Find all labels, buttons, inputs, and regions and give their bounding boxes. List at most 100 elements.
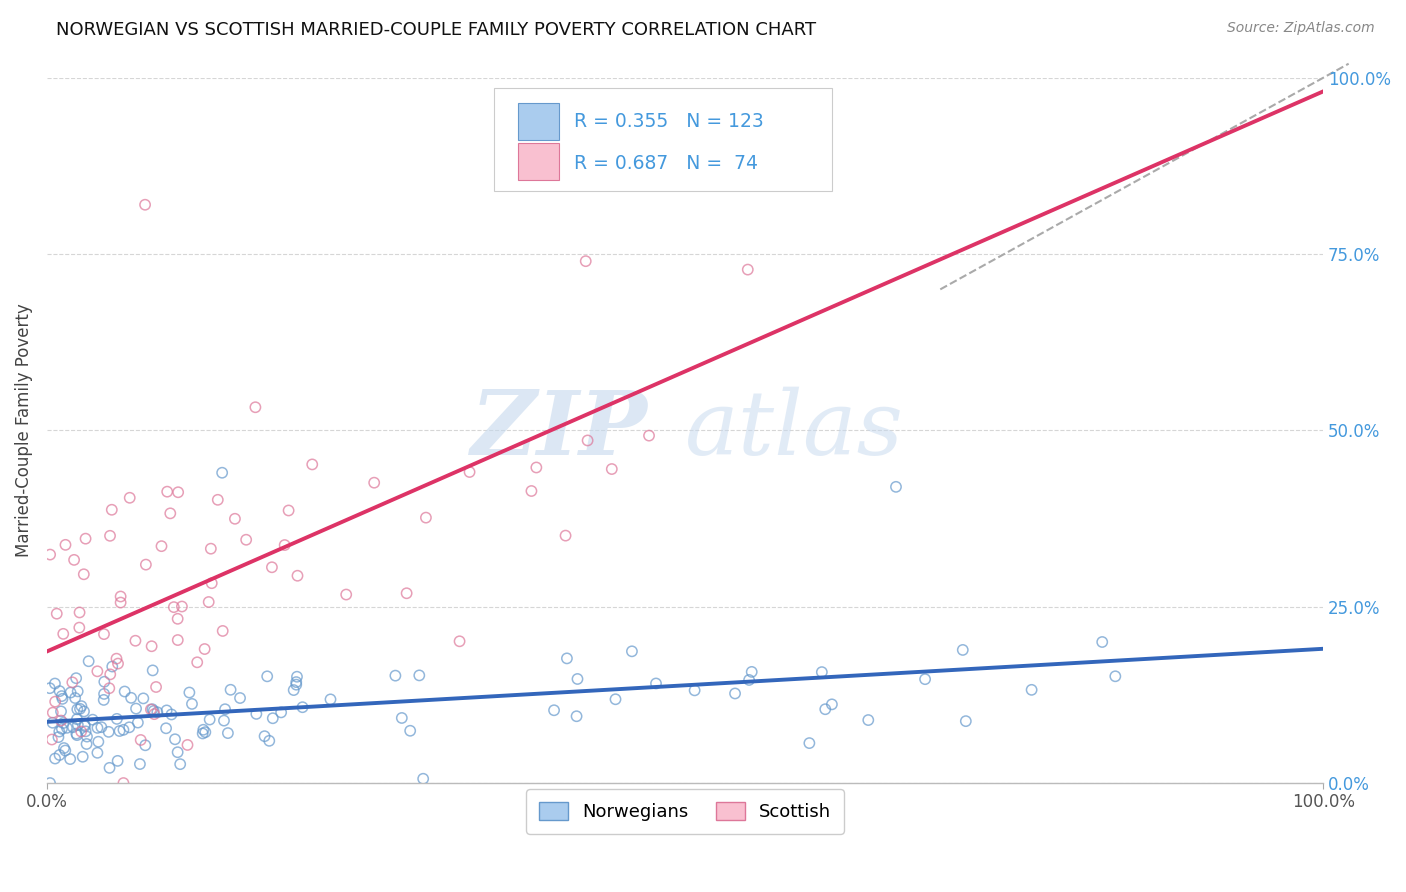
Point (77, 654, 100, 668)
Point (134, 738, 156, 752)
Point (955, 714, 977, 728)
Point (224, 512, 246, 526)
Point (194, 725, 217, 739)
Point (605, 692, 627, 706)
Point (51, 689, 73, 703)
Point (118, 720, 141, 734)
Point (384, 668, 406, 682)
Point (101, 502, 124, 516)
Point (737, 262, 759, 277)
Point (66, 702, 89, 716)
Point (62, 720, 84, 734)
Point (391, 711, 413, 725)
Point (363, 475, 385, 490)
Point (86, 665, 108, 679)
Point (98, 667, 121, 681)
Point (124, 633, 146, 648)
Point (567, 672, 589, 686)
Point (169, 757, 191, 772)
Point (108, 724, 131, 739)
Point (66, 712, 89, 726)
Text: ZIP: ZIP (471, 387, 647, 474)
Point (107, 754, 129, 768)
Point (129, 757, 152, 772)
Point (69, 702, 91, 716)
Point (914, 672, 936, 686)
Point (214, 702, 236, 716)
Point (449, 634, 471, 648)
Point (181, 697, 204, 711)
Point (245, 706, 267, 721)
Point (952, 643, 974, 657)
Point (821, 698, 844, 712)
Point (620, 644, 643, 658)
Legend: Norwegians, Scottish: Norwegians, Scottish (526, 789, 844, 834)
Point (72, 749, 94, 764)
Point (42, 706, 65, 720)
Point (166, 633, 188, 648)
Point (41, 732, 63, 747)
Point (167, 485, 190, 500)
Point (197, 595, 219, 609)
Point (160, 707, 183, 722)
Point (285, 675, 308, 690)
Point (811, 665, 834, 679)
Point (285, 670, 308, 684)
Point (520, 483, 543, 498)
Point (163, 732, 186, 747)
Point (86, 721, 108, 735)
Point (229, 691, 252, 706)
Text: atlas: atlas (685, 387, 904, 474)
Point (63, 553, 86, 567)
Point (69, 606, 91, 620)
Point (201, 576, 224, 591)
Point (105, 712, 128, 726)
Point (53, 743, 76, 757)
Point (90, 720, 112, 734)
Point (245, 401, 267, 415)
Point (156, 703, 179, 717)
Point (217, 726, 239, 740)
Point (125, 701, 148, 715)
Point (105, 651, 128, 665)
Point (211, 624, 233, 638)
Point (76, 730, 98, 744)
Point (48, 730, 70, 744)
Point (48, 724, 70, 739)
Point (277, 503, 299, 517)
Point (858, 713, 880, 727)
Text: R = 0.687   N =  74: R = 0.687 N = 74 (574, 154, 758, 173)
Point (301, 458, 323, 472)
Point (141, 639, 163, 653)
Point (65, 671, 87, 685)
Point (1091, 635, 1114, 649)
Point (543, 703, 565, 717)
Point (524, 460, 547, 475)
Point (287, 568, 309, 582)
Point (412, 772, 434, 786)
Point (48, 747, 70, 762)
Point (198, 713, 221, 727)
Point (98, 681, 121, 696)
Point (260, 560, 283, 574)
Point (270, 706, 292, 720)
Point (142, 704, 165, 718)
Point (458, 465, 481, 479)
Point (283, 683, 305, 698)
Point (170, 599, 193, 614)
Point (273, 538, 295, 552)
Point (191, 726, 214, 740)
Point (44, 695, 66, 709)
Point (211, 466, 233, 480)
Point (70, 699, 93, 714)
Point (112, 723, 135, 737)
Point (82, 713, 104, 727)
Point (724, 686, 747, 700)
Point (73, 567, 96, 582)
Point (219, 682, 242, 697)
Point (741, 665, 763, 679)
Point (415, 510, 437, 524)
Point (186, 655, 208, 669)
Point (93, 693, 115, 707)
Point (87, 735, 110, 749)
